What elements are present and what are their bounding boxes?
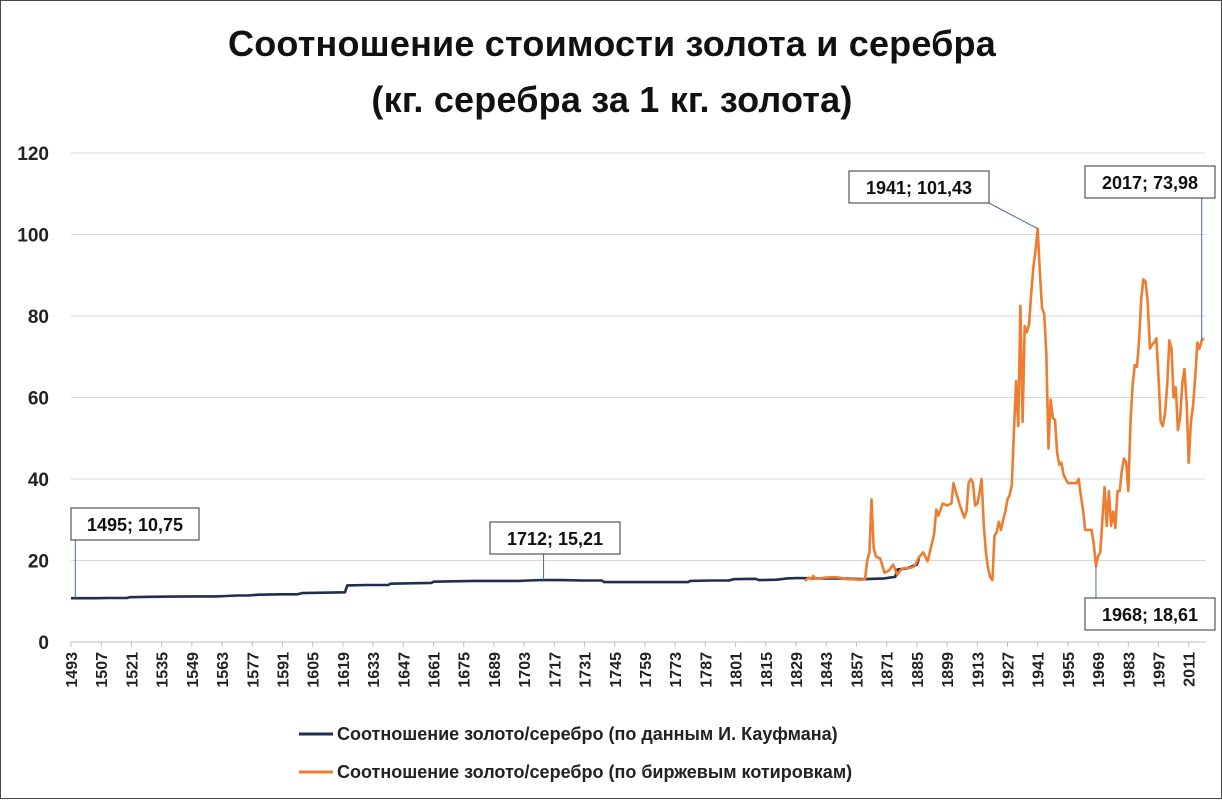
x-tick-label: 1563: [215, 652, 232, 688]
x-tick-label: 1675: [457, 652, 474, 688]
y-axis-ticks: 0 20 40 60 80 100 120: [17, 144, 49, 654]
annotation-box: [1084, 597, 1216, 631]
x-tick-label: 1773: [668, 652, 685, 688]
chart-title: Соотношение стоимости золота и серебра: [228, 23, 996, 64]
x-axis-ticks: 1493 1507 1521 1535 1549 1563 1577 1591 1605 1619…: [64, 642, 1199, 688]
annotation-box: [70, 507, 200, 541]
y-tick-label: 60: [28, 389, 49, 410]
annotation-box: [489, 521, 621, 555]
y-tick-label: 0: [38, 633, 49, 654]
x-tick-label: 1507: [94, 652, 111, 688]
x-tick-label: 1493: [64, 652, 81, 688]
annotation-box: [848, 170, 990, 204]
annotation-label: 1712; 15,21: [507, 529, 603, 549]
y-tick-label: 120: [17, 144, 49, 165]
x-tick-label: 1983: [1121, 652, 1138, 688]
x-tick-label: 1969: [1091, 652, 1108, 688]
y-tick-label: 80: [28, 307, 49, 328]
x-tick-label: 1577: [245, 652, 262, 688]
y-tick-label: 100: [17, 226, 49, 247]
x-tick-label: 2011: [1182, 652, 1199, 687]
series-lines: [71, 227, 1205, 600]
x-tick-label: 1689: [487, 652, 504, 688]
x-tick-label: 1857: [849, 652, 866, 688]
x-tick-label: 1549: [185, 652, 202, 688]
annotation-label: 1968; 18,61: [1102, 605, 1198, 625]
x-tick-label: 1829: [789, 652, 806, 688]
y-tick-label: 20: [28, 552, 49, 573]
x-tick-label: 1535: [155, 652, 172, 688]
annotation-label: 1941; 101,43: [866, 178, 972, 198]
chart-subtitle: (кг. серебра за 1 кг. золота): [371, 79, 853, 120]
x-tick-label: 1647: [396, 652, 413, 688]
x-tick-label: 1843: [819, 652, 836, 688]
x-tick-label: 1899: [940, 652, 957, 688]
series-line-kaufman: [71, 558, 921, 600]
x-tick-label: 1927: [1000, 652, 1017, 688]
x-tick-label: 1801: [729, 652, 746, 688]
x-tick-label: 1787: [698, 652, 715, 688]
annotations: 1495; 10,75 1712; 15,21 1941; 101,43 2017; …: [70, 165, 1216, 631]
x-tick-label: 1717: [547, 652, 564, 688]
gridlines: [71, 152, 1206, 643]
x-tick-label: 1941: [1031, 652, 1048, 688]
x-tick-label: 1661: [427, 652, 444, 688]
legend-label: Соотношение золото/серебро (по данным И.…: [337, 724, 838, 744]
y-tick-label: 40: [28, 470, 49, 491]
x-tick-label: 1745: [608, 652, 625, 688]
annotation-leader-line: [988, 202, 1038, 230]
x-tick-label: 1815: [759, 652, 776, 688]
x-tick-label: 1955: [1061, 652, 1078, 688]
x-tick-label: 1521: [124, 652, 141, 688]
x-tick-label: 1619: [336, 652, 353, 688]
x-tick-label: 1871: [880, 652, 897, 688]
x-tick-label: 1605: [306, 652, 323, 688]
x-tick-label: 1885: [910, 652, 927, 688]
x-tick-label: 1759: [638, 652, 655, 688]
x-tick-label: 1997: [1152, 652, 1169, 688]
x-tick-label: 1731: [578, 652, 595, 688]
annotation-label: 2017; 73,98: [1102, 173, 1198, 193]
series-line-exchange: [803, 227, 1205, 582]
x-tick-label: 1703: [517, 652, 534, 688]
legend: Соотношение золото/серебро (по данным И.…: [299, 724, 852, 782]
x-tick-label: 1633: [366, 652, 383, 688]
annotation-label: 1495; 10,75: [87, 515, 183, 535]
x-tick-label: 1591: [275, 652, 292, 688]
annotation-box: [1084, 165, 1216, 199]
x-tick-label: 1913: [970, 652, 987, 688]
legend-label: Соотношение золото/серебро (по биржевым …: [337, 762, 852, 782]
